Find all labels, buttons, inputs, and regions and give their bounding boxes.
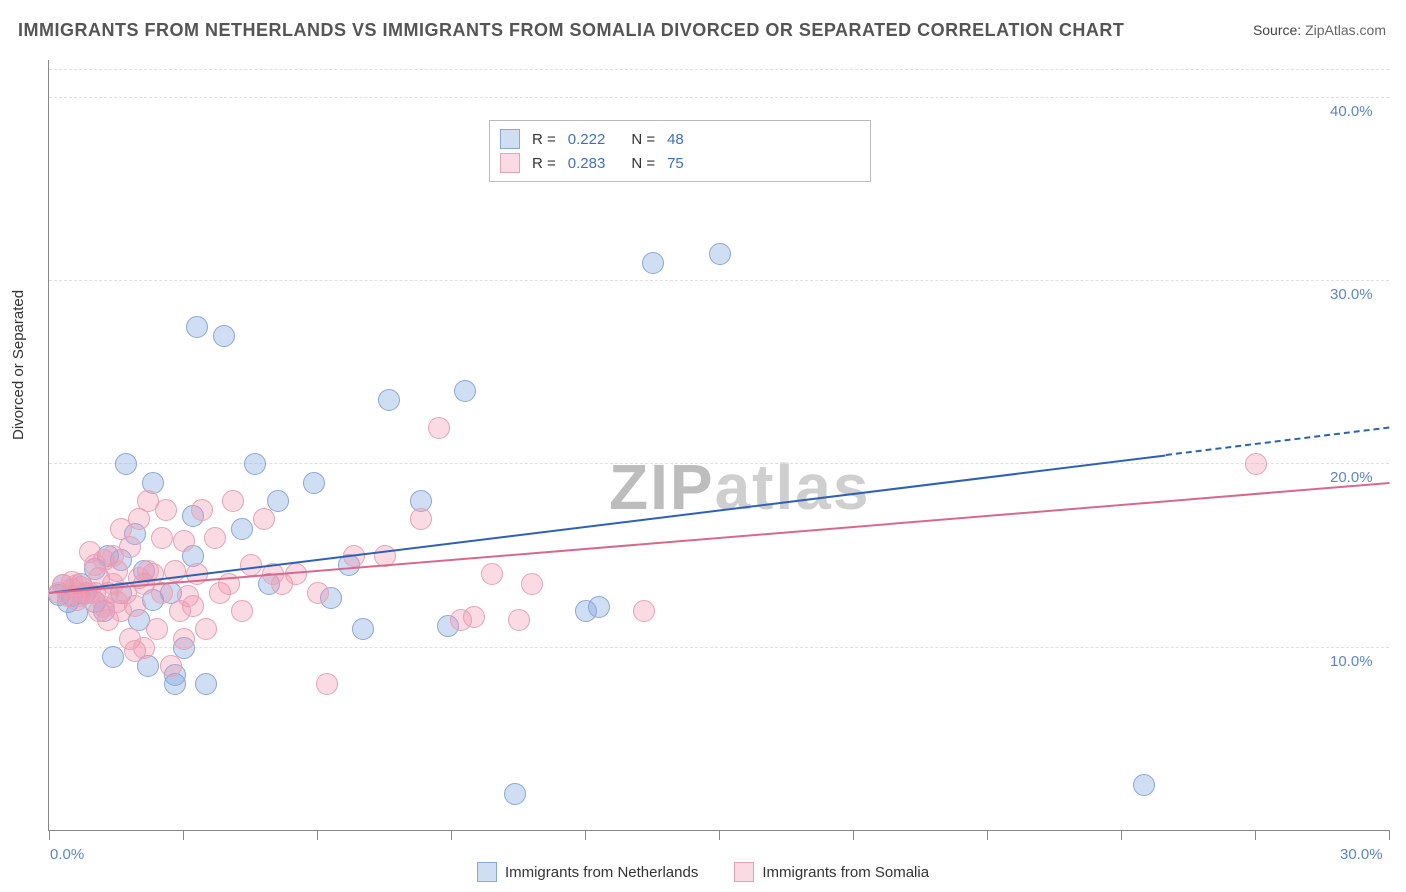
scatter-point-somalia: [316, 673, 338, 695]
scatter-point-netherlands: [115, 453, 137, 475]
scatter-point-somalia: [119, 536, 141, 558]
r-label: R =: [532, 131, 556, 148]
scatter-point-somalia: [521, 573, 543, 595]
scatter-point-netherlands: [642, 252, 664, 274]
scatter-point-netherlands: [102, 646, 124, 668]
scatter-point-netherlands: [186, 316, 208, 338]
n-label: N =: [631, 155, 655, 172]
scatter-point-somalia: [508, 609, 530, 631]
scatter-point-netherlands: [213, 325, 235, 347]
y-tick-label: 20.0%: [1330, 469, 1373, 486]
trendline: [49, 454, 1166, 593]
swatch-somalia: [734, 862, 754, 882]
scatter-point-somalia: [231, 600, 253, 622]
swatch-somalia: [500, 153, 520, 173]
scatter-point-somalia: [204, 527, 226, 549]
scatter-point-somalia: [133, 637, 155, 659]
scatter-point-somalia: [1245, 453, 1267, 475]
scatter-point-netherlands: [244, 453, 266, 475]
bottom-legend: Immigrants from Netherlands Immigrants f…: [0, 862, 1406, 882]
x-tick: [317, 830, 318, 840]
n-label: N =: [631, 131, 655, 148]
y-tick-label: 30.0%: [1330, 286, 1373, 303]
scatter-point-somalia: [307, 582, 329, 604]
scatter-point-somalia: [155, 499, 177, 521]
x-tick: [49, 830, 50, 840]
legend-label-netherlands: Immigrants from Netherlands: [505, 864, 698, 881]
scatter-point-somalia: [182, 595, 204, 617]
gridline: [49, 69, 1389, 70]
watermark: ZIPatlas: [609, 450, 870, 524]
scatter-point-somalia: [160, 655, 182, 677]
scatter-point-somalia: [191, 499, 213, 521]
scatter-point-netherlands: [267, 490, 289, 512]
plot-area: ZIPatlas R = 0.222 N = 48 R = 0.283 N = …: [48, 60, 1389, 831]
source-value: ZipAtlas.com: [1305, 22, 1386, 38]
chart-title: IMMIGRANTS FROM NETHERLANDS VS IMMIGRANT…: [18, 20, 1124, 41]
scatter-point-netherlands: [504, 783, 526, 805]
scatter-point-somalia: [222, 490, 244, 512]
scatter-point-netherlands: [1133, 774, 1155, 796]
swatch-netherlands: [500, 129, 520, 149]
scatter-point-netherlands: [195, 673, 217, 695]
x-tick: [987, 830, 988, 840]
scatter-point-netherlands: [575, 600, 597, 622]
watermark-b: atlas: [715, 451, 871, 523]
gridline: [49, 97, 1389, 98]
scatter-point-somalia: [253, 508, 275, 530]
scatter-point-netherlands: [454, 380, 476, 402]
scatter-point-netherlands: [378, 389, 400, 411]
trendline-extension: [1166, 427, 1390, 456]
gridline: [49, 280, 1389, 281]
scatter-point-somalia: [66, 574, 88, 596]
legend-item-netherlands: Immigrants from Netherlands: [477, 862, 698, 882]
stats-row-netherlands: R = 0.222 N = 48: [500, 127, 860, 151]
x-tick-label-right: 30.0%: [1340, 846, 1383, 863]
trendline: [49, 482, 1389, 594]
scatter-point-somalia: [151, 527, 173, 549]
n-value-netherlands: 48: [667, 131, 684, 148]
swatch-netherlands: [477, 862, 497, 882]
scatter-point-somalia: [146, 618, 168, 640]
x-tick: [585, 830, 586, 840]
scatter-point-netherlands: [352, 618, 374, 640]
x-tick: [853, 830, 854, 840]
x-tick: [1389, 830, 1390, 840]
x-tick: [183, 830, 184, 840]
scatter-point-somalia: [481, 563, 503, 585]
scatter-point-netherlands: [709, 243, 731, 265]
r-value-somalia: 0.283: [568, 155, 606, 172]
scatter-point-somalia: [173, 628, 195, 650]
gridline: [49, 647, 1389, 648]
legend-label-somalia: Immigrants from Somalia: [762, 864, 929, 881]
y-tick-label: 40.0%: [1330, 103, 1373, 120]
scatter-point-netherlands: [303, 472, 325, 494]
scatter-point-somalia: [428, 417, 450, 439]
stats-row-somalia: R = 0.283 N = 75: [500, 151, 860, 175]
x-tick: [719, 830, 720, 840]
r-value-netherlands: 0.222: [568, 131, 606, 148]
scatter-point-somalia: [195, 618, 217, 640]
x-tick-label-left: 0.0%: [50, 846, 84, 863]
scatter-point-somalia: [410, 508, 432, 530]
stats-legend: R = 0.222 N = 48 R = 0.283 N = 75: [489, 120, 871, 182]
n-value-somalia: 75: [667, 155, 684, 172]
legend-item-somalia: Immigrants from Somalia: [734, 862, 929, 882]
x-tick: [1121, 830, 1122, 840]
y-axis-label: Divorced or Separated: [10, 290, 27, 440]
scatter-point-somalia: [463, 606, 485, 628]
scatter-point-netherlands: [231, 518, 253, 540]
x-tick: [451, 830, 452, 840]
scatter-point-somalia: [633, 600, 655, 622]
r-label: R =: [532, 155, 556, 172]
source-label: Source: ZipAtlas.com: [1253, 22, 1386, 38]
source-prefix: Source:: [1253, 22, 1305, 38]
y-tick-label: 10.0%: [1330, 653, 1373, 670]
x-tick: [1255, 830, 1256, 840]
